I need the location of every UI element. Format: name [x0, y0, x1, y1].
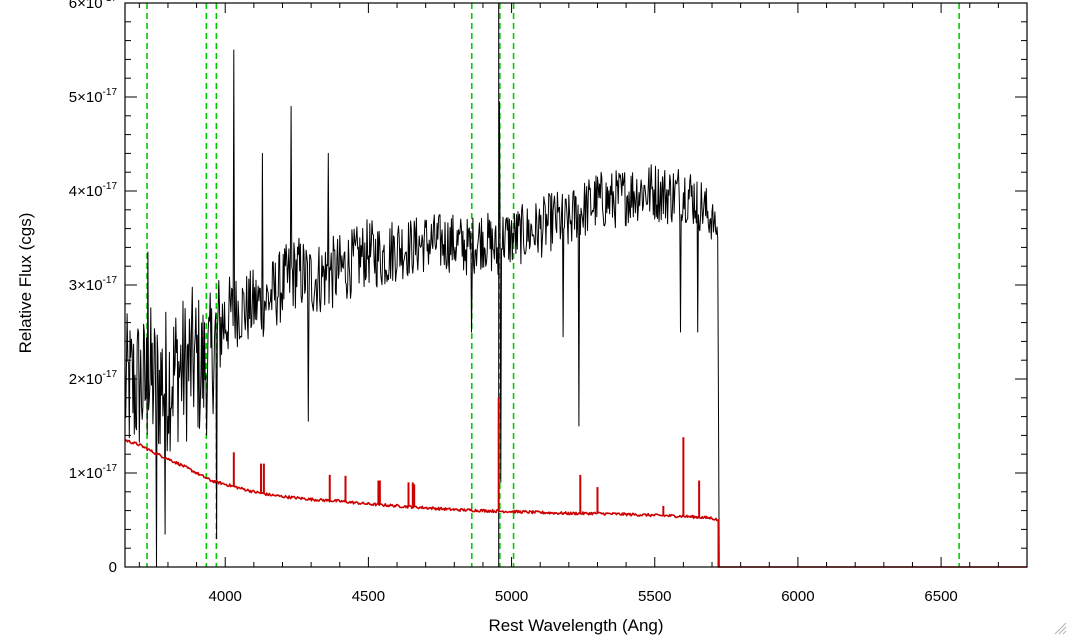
y-tick-label: 4×10-17	[69, 181, 118, 200]
y-tick-label: 0	[109, 559, 117, 576]
x-tick-label: 5000	[495, 588, 528, 605]
x-tick-label: 5500	[638, 588, 671, 605]
observed-spectrum-line	[124, 49, 1027, 568]
model-spectrum-line	[124, 439, 1027, 568]
y-tick-label: 2×10-17	[69, 369, 118, 388]
y-tick-label: 5×10-17	[69, 87, 118, 106]
y-axis-title: Relative Flux (cgs)	[16, 213, 35, 354]
x-tick-label: 4500	[352, 588, 385, 605]
axes-layer: 4000 4500 5000 5500 6000 6500 0 1×10-17 2×10-17 3…	[69, 0, 1028, 605]
reference-lines-layer	[146, 3, 960, 567]
x-tick-label: 4000	[209, 588, 242, 605]
observed-spectrum-layer	[124, 49, 1027, 568]
model-spectrum-layer	[124, 397, 1027, 568]
x-axis-title: Rest Wavelength (Ang)	[488, 616, 663, 635]
resize-grip-icon[interactable]	[1053, 621, 1067, 635]
x-tick-label: 6000	[781, 588, 814, 605]
y-tick-label: 1×10-17	[69, 463, 118, 482]
y-tick-label: 6×10-17	[69, 0, 118, 12]
y-tick-label: 3×10-17	[69, 275, 118, 294]
x-tick-label: 6500	[924, 588, 957, 605]
